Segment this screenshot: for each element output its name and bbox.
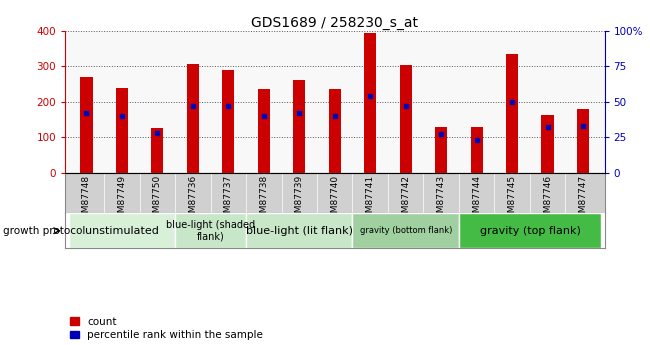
Text: unstimulated: unstimulated bbox=[85, 226, 159, 236]
Legend: count, percentile rank within the sample: count, percentile rank within the sample bbox=[70, 317, 263, 340]
Bar bbox=[175, 213, 246, 248]
Text: GSM87748: GSM87748 bbox=[82, 175, 91, 224]
Text: GSM87750: GSM87750 bbox=[153, 175, 162, 224]
Text: GSM87747: GSM87747 bbox=[578, 175, 588, 224]
Bar bbox=[506, 54, 519, 172]
Bar bbox=[222, 70, 235, 172]
Bar bbox=[151, 128, 164, 172]
Text: blue-light (lit flank): blue-light (lit flank) bbox=[246, 226, 353, 236]
Bar bbox=[257, 89, 270, 172]
Text: GSM87742: GSM87742 bbox=[401, 175, 410, 224]
Bar bbox=[328, 89, 341, 172]
Text: GSM87739: GSM87739 bbox=[294, 175, 304, 224]
Bar bbox=[400, 65, 412, 172]
Bar bbox=[364, 33, 376, 173]
Text: GSM87736: GSM87736 bbox=[188, 175, 198, 224]
Bar bbox=[80, 77, 92, 172]
Bar bbox=[435, 127, 447, 172]
Text: GSM87745: GSM87745 bbox=[508, 175, 517, 224]
Bar bbox=[352, 213, 459, 248]
Text: growth protocol: growth protocol bbox=[3, 226, 86, 236]
Bar bbox=[293, 80, 306, 172]
Text: GSM87743: GSM87743 bbox=[437, 175, 446, 224]
Text: GSM87746: GSM87746 bbox=[543, 175, 552, 224]
Text: GSM87749: GSM87749 bbox=[117, 175, 126, 224]
Text: GSM87744: GSM87744 bbox=[472, 175, 481, 224]
Text: gravity (bottom flank): gravity (bottom flank) bbox=[359, 226, 452, 235]
Text: gravity (top flank): gravity (top flank) bbox=[480, 226, 580, 236]
Bar bbox=[459, 213, 601, 248]
Text: GSM87738: GSM87738 bbox=[259, 175, 268, 224]
Bar bbox=[116, 88, 128, 172]
Title: GDS1689 / 258230_s_at: GDS1689 / 258230_s_at bbox=[252, 16, 418, 30]
Text: GSM87737: GSM87737 bbox=[224, 175, 233, 224]
Text: blue-light (shaded
flank): blue-light (shaded flank) bbox=[166, 220, 255, 242]
Text: GSM87740: GSM87740 bbox=[330, 175, 339, 224]
Bar bbox=[246, 213, 352, 248]
Bar bbox=[471, 127, 483, 172]
Text: GSM87741: GSM87741 bbox=[366, 175, 375, 224]
Bar bbox=[541, 115, 554, 172]
Bar bbox=[68, 213, 175, 248]
Bar bbox=[187, 63, 199, 172]
Bar bbox=[577, 109, 590, 172]
